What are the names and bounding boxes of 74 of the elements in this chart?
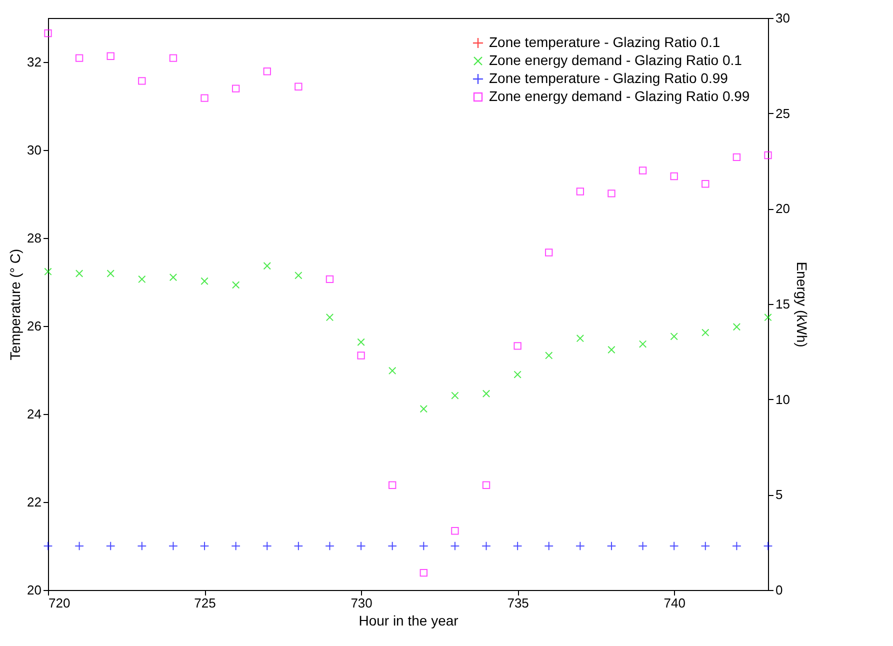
point [732,323,741,331]
y-tick-label: 24 [27,406,42,422]
point [44,268,52,276]
y2-axis-title: Energy (kWh) [794,262,810,348]
point [670,332,678,340]
x-tick-label: 720 [48,596,70,610]
point [451,392,459,400]
point [232,84,240,92]
point [764,314,772,322]
point [545,248,553,256]
point [200,277,208,285]
legend-label: Zone energy demand - Glazing Ratio 0.99 [489,88,750,104]
point [702,328,710,336]
point [545,352,553,360]
point [638,340,647,348]
point [638,166,647,174]
point [482,390,490,398]
point [75,270,84,278]
point [357,338,365,346]
point [200,94,208,102]
point [263,262,271,270]
point [357,352,365,360]
x-tick-label: 730 [350,596,372,610]
point [294,272,302,280]
point [514,342,522,350]
point [608,346,616,354]
y-axis-title: Temperature (° C) [7,248,24,360]
point [138,77,146,85]
point [608,190,616,198]
y-tick-label: 32 [27,54,42,70]
y2-tick-label: 10 [776,392,790,407]
point [75,54,84,62]
point [388,481,396,489]
point [420,568,428,577]
point [764,151,772,160]
point [44,29,52,38]
y-tick-label: 30 [27,142,42,158]
y2-tick-label: 20 [776,201,790,216]
point [576,334,584,342]
point [138,275,146,284]
x-tick-label: 725 [194,596,216,610]
point [514,370,522,378]
x-tick-label: 740 [664,596,686,610]
point [169,273,178,282]
y-tick-label: 28 [27,230,42,246]
x-tick-label: 735 [507,596,529,610]
point [106,270,114,278]
y2-tick-label: 0 [776,582,783,598]
y-tick-label: 20 [27,582,42,598]
y-tick-label: 22 [27,494,42,510]
point [576,188,584,196]
legend-label: Zone energy demand - Glazing Ratio 0.1 [489,52,742,68]
point [482,481,490,489]
point [451,527,459,535]
legend-label: Zone temperature - Glazing Ratio 0.99 [489,70,728,86]
point [263,68,271,76]
point [106,52,114,60]
y2-tick-label: 25 [776,106,790,121]
y2-tick-label: 5 [776,487,783,502]
y-tick-label: 26 [27,318,42,334]
legend-label: Zone temperature - Glazing Ratio 0.1 [489,34,720,50]
point [420,405,428,413]
y2-tick-label: 15 [776,296,790,312]
point [232,281,240,289]
x-axis-title: Hour in the year [358,612,459,628]
point [326,314,334,322]
point [702,180,710,188]
point [169,54,178,62]
y2-tick-label: 30 [776,10,790,26]
point [388,366,396,375]
point [732,153,741,162]
point [294,82,302,90]
point [670,172,678,180]
point [326,275,334,284]
